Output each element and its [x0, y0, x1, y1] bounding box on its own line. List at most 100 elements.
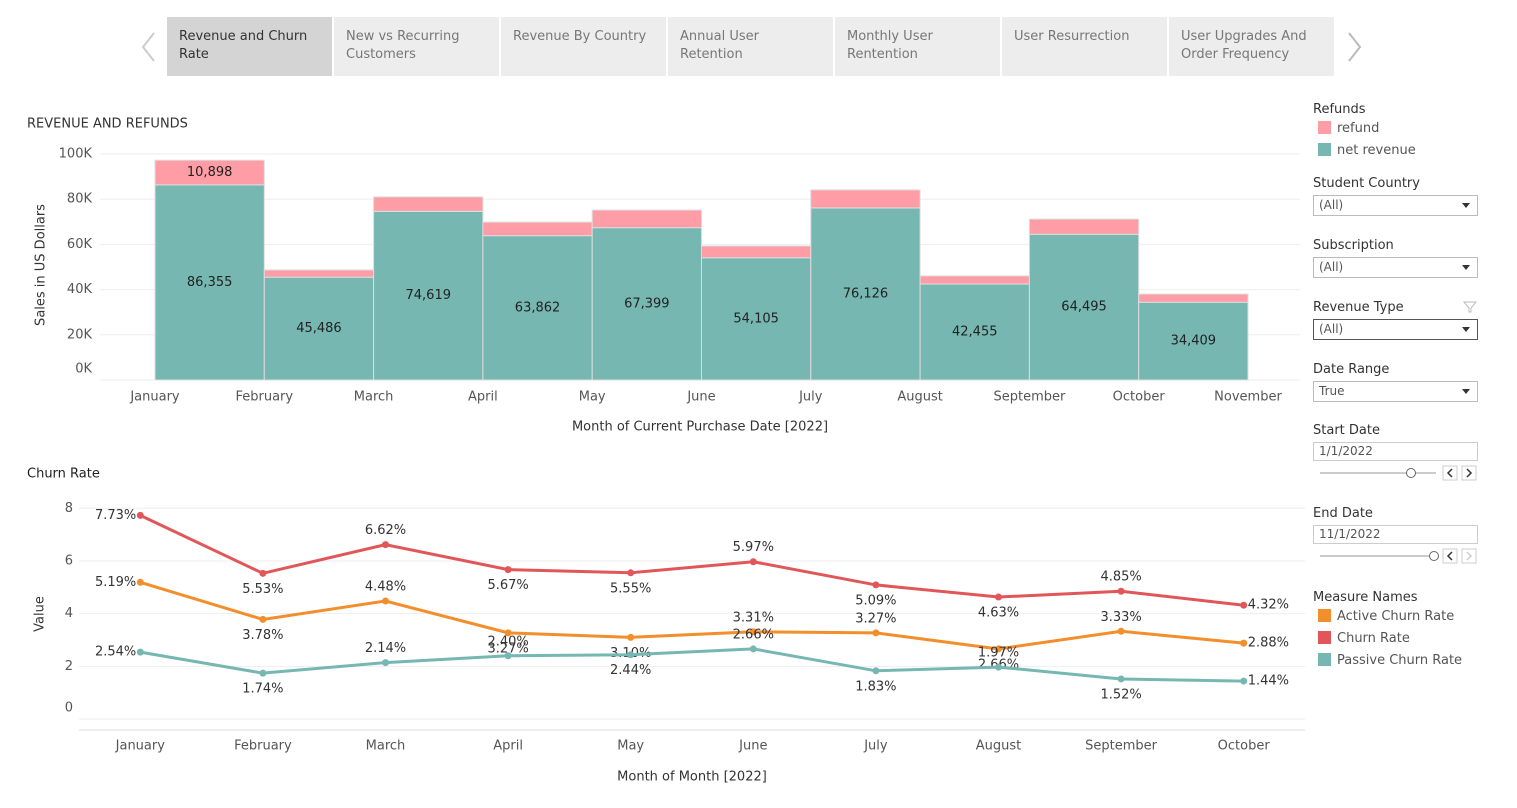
x-tick-label: January [129, 390, 180, 405]
bar-segment [154, 159, 265, 186]
x-tick-label: February [235, 390, 293, 405]
x-tick-label: October [1218, 739, 1271, 754]
bar-segment [810, 207, 921, 381]
legend-item: Passive Churn Rate [1313, 653, 1483, 675]
step-arrow [1466, 551, 1473, 561]
point [1117, 587, 1125, 595]
data-label: 5.19% [95, 575, 136, 590]
data-label: 76,126 [843, 286, 889, 301]
legend-title: Refunds [1313, 102, 1366, 117]
step-button[interactable] [1442, 465, 1458, 481]
next-arrow[interactable] [1348, 32, 1362, 62]
date-input[interactable]: 11/1/2022 [1313, 525, 1478, 544]
data-label: 5.97% [733, 540, 774, 555]
chart-title: REVENUE AND REFUNDS [27, 117, 188, 132]
tab[interactable]: User Upgrades And Order Frequency [1169, 17, 1334, 76]
point [1240, 639, 1248, 647]
data-label: 1.74% [242, 682, 283, 697]
tab[interactable]: User Resurrection [1002, 17, 1167, 76]
data-label: 3.27% [487, 641, 528, 656]
bar-segment [919, 283, 1030, 381]
bar-segment [154, 184, 265, 381]
data-label: 2.54% [95, 645, 136, 660]
date-filter: End Date 11/1/2022 [1313, 506, 1483, 544]
y-tick-label: 8 [65, 501, 73, 516]
tab[interactable]: New vs Recurring Customers [334, 17, 499, 76]
data-label: 54,105 [733, 311, 779, 326]
legend-item: refund [1313, 121, 1483, 143]
data-label: 4.85% [1100, 570, 1141, 585]
point [995, 663, 1002, 671]
y-tick-label: 0K [75, 362, 92, 377]
legend-item: net revenue [1313, 143, 1483, 165]
dropdown[interactable]: (All) [1313, 319, 1478, 340]
step-button[interactable] [1442, 548, 1458, 564]
data-label: 5.53% [242, 582, 283, 597]
x-tick-label: February [234, 739, 292, 754]
data-label: 2.88% [1248, 636, 1289, 651]
point [872, 667, 880, 675]
filter: Student Country (All) [1313, 176, 1483, 216]
data-label: 4.48% [365, 579, 406, 594]
bar-segment [1138, 301, 1249, 381]
chart-title: Churn Rate [27, 467, 100, 482]
legend-title: Measure Names [1313, 590, 1418, 605]
bar-segment [810, 189, 921, 209]
data-label: 2.40% [487, 634, 528, 649]
point [749, 645, 757, 653]
data-label: 2.66% [733, 627, 774, 642]
x-tick-label: January [115, 739, 166, 754]
point [504, 652, 512, 660]
x-tick-label: March [366, 739, 406, 754]
point [872, 629, 880, 637]
point [382, 659, 389, 667]
filter-label: Subscription [1313, 238, 1394, 253]
tab[interactable]: Annual User Retention [668, 17, 833, 76]
data-label: 45,486 [296, 321, 342, 336]
point [136, 511, 144, 519]
data-label: 7.73% [95, 508, 136, 523]
data-label: 67,399 [624, 296, 670, 311]
legend-label: net revenue [1337, 143, 1416, 158]
step-button[interactable] [1461, 465, 1477, 481]
line [140, 647, 1244, 683]
tab[interactable]: Monthly User Rentention [835, 17, 1000, 76]
date-input[interactable]: 1/1/2022 [1313, 442, 1478, 461]
filter-label: Student Country [1313, 176, 1420, 191]
filter: Revenue Type (All) [1313, 300, 1483, 340]
bar-segment [701, 245, 812, 259]
point [259, 569, 267, 577]
bar-segment [591, 227, 703, 381]
bar-segment [701, 257, 812, 381]
data-label: 42,455 [952, 325, 998, 340]
tab[interactable]: Revenue By Country [501, 17, 666, 76]
dropdown[interactable]: (All) [1313, 195, 1478, 216]
data-label: 3.33% [1100, 610, 1141, 625]
prev-arrow[interactable] [141, 32, 155, 62]
data-label: 64,495 [1061, 300, 1107, 315]
slider-thumb[interactable] [1406, 468, 1416, 478]
step-arrow [1466, 468, 1473, 478]
bar-segment [482, 221, 593, 237]
data-label: 4.32% [1248, 598, 1289, 613]
tab[interactable]: Revenue and Churn Rate [167, 17, 332, 76]
x-tick-label: August [897, 390, 943, 405]
point [627, 569, 635, 577]
y-tick-label: 20K [67, 327, 93, 342]
point [872, 581, 880, 589]
data-label: 10,898 [187, 165, 233, 180]
step-button[interactable] [1461, 548, 1477, 564]
bar-segment [263, 269, 375, 278]
x-tick-label: October [1113, 390, 1166, 405]
point [1117, 627, 1125, 635]
data-label: 1.83% [855, 679, 896, 694]
x-tick-label: July [798, 390, 823, 405]
point [1240, 601, 1248, 609]
slider-thumb[interactable] [1429, 551, 1439, 561]
data-label: 3.78% [242, 628, 283, 643]
point [259, 615, 267, 623]
data-label: 34,409 [1171, 334, 1217, 349]
dropdown[interactable]: (All) [1313, 257, 1478, 278]
dropdown[interactable]: True [1313, 381, 1478, 402]
y-tick-label: 80K [67, 192, 93, 207]
